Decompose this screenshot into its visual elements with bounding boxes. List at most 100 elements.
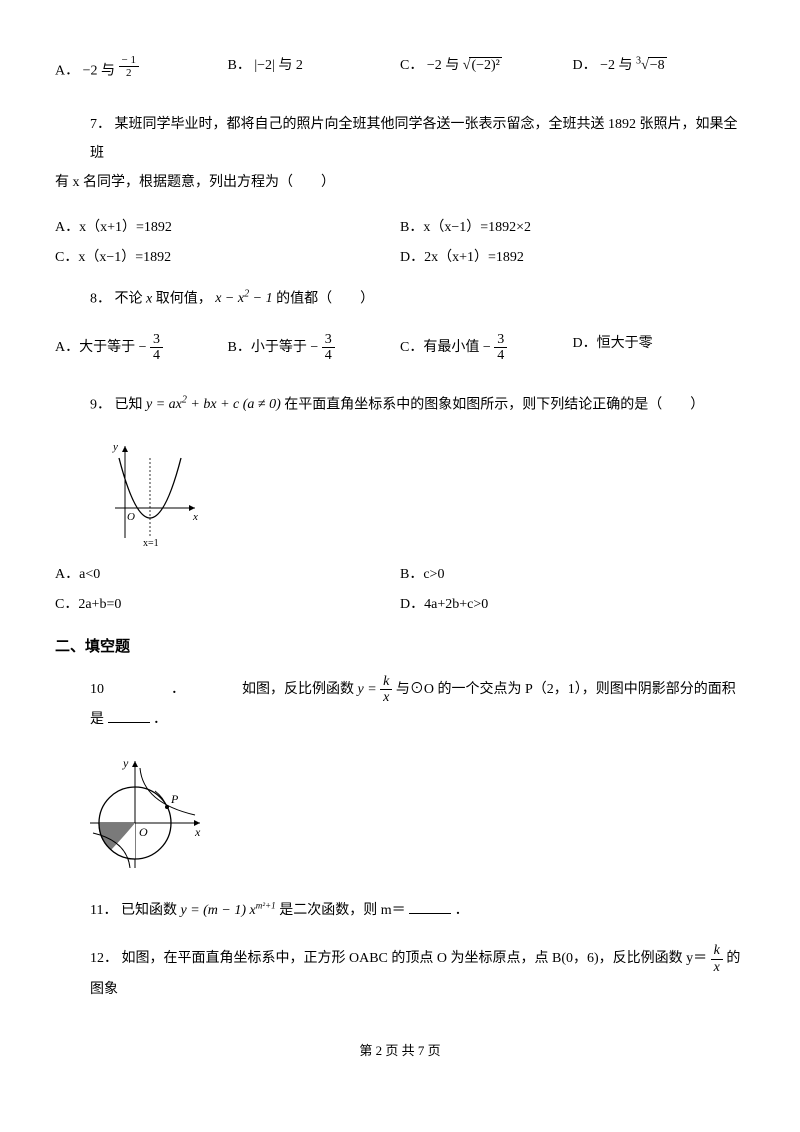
q11-post: ． [455,903,469,918]
q6-c-mid: 与 [445,58,459,73]
q11-stem: 11． 已知函数 y = (m − 1) xm²+1 是二次函数，则 m＝ ． [90,896,745,925]
q10-frac: kx [380,674,392,706]
q7-stem: 7． 某班同学毕业时，都将自己的照片向全班其他同学各送一张表示留念，全班共送 1… [90,110,745,198]
opt-label: A．大于等于 [55,340,135,355]
q7-opt-c: C．x（x−1）=1892 [55,246,400,266]
q6-a-exp: − 12 [119,64,139,79]
q8-expr: x − x2 − 1 [215,291,272,306]
q9-row1: A．a<0 B．c>0 [55,563,745,583]
q7-text1: 某班同学毕业时，都将自己的照片向全班其他同学各送一张表示留念，全班共送 1892… [90,117,738,161]
q6-d-pre: −2 [600,58,615,73]
q10-num: 10 [90,682,104,697]
q7-opt-b: B．x（x−1）=1892×2 [400,216,745,236]
q10-stem: 10 ． 如图，反比例函数 y = kx 与⊙O 的一个交点为 P（2，1），则… [90,674,745,735]
q6-opt-a: A． −2 与 − 12 [55,54,228,80]
q10-mid: 与⊙O 的一个交点为 P（2，1），则图中阴影部分的面积是 [90,682,736,728]
q9-post: 在平面直角坐标系中的图象如图所示，则下列结论正确的是（ ） [284,397,704,412]
origin-label: O [127,511,135,523]
q12-num: 12． [90,951,118,966]
q8-options: A．大于等于 − 34 B．小于等于 − 34 C．有最小值 − 34 D．恒大… [55,332,745,364]
opt-label: B． [228,58,251,73]
q6-opt-c: C． −2 与 √(−2)² [400,54,573,80]
page-footer: 第 2 页 共 7 页 [55,1040,745,1059]
x-axis-label: x [194,825,201,839]
q10-blank[interactable] [108,708,150,723]
q8-opt-a: A．大于等于 − 34 [55,332,228,364]
footer-mid: 页 共 [385,1043,418,1058]
vline-label: x=1 [143,538,159,548]
q7-row1: A．x（x+1）=1892 B．x（x−1）=1892×2 [55,216,745,236]
q6-b-expr: |−2| [254,58,275,73]
opt-label: C．有最小值 [400,340,479,355]
q9-opt-d: D．4a+2b+c>0 [400,593,745,613]
x-axis-label: x [192,511,198,523]
q10-eq-y: y = [358,682,377,697]
q8-mid: 取何值， [156,291,212,306]
q12-stem: 12． 如图，在平面直角坐标系中，正方形 OABC 的顶点 O 为坐标原点，点 … [90,943,745,1004]
q11-num: 11． [90,903,117,918]
q6-b-mid: 与 [278,58,292,73]
q6-c-sqrt: √(−2)² [463,58,502,73]
q8-a-frac: 34 [150,332,163,364]
footer-post: 页 [428,1043,441,1058]
q6-a-pre: −2 [83,64,98,79]
circle-graph-svg: P x y O [85,753,205,873]
parabola-graph-svg: x y O x=1 [105,438,200,548]
q8-c-frac: 34 [494,332,507,364]
q10-graph: P x y O [85,753,745,878]
q8-stem: 8． 不论 x 取何值， x − x2 − 1 的值都（ ） [90,284,745,314]
q9-row2: C．2a+b=0 D．4a+2b+c>0 [55,593,745,613]
opt-label: C． [400,58,423,73]
footer-page: 2 [376,1043,383,1058]
q10-dot: ． [171,682,185,697]
q6-c-pre: −2 [427,58,442,73]
opt-label: B．小于等于 [228,340,307,355]
footer-pre: 第 [359,1043,375,1058]
q6-b-post: 2 [296,58,303,73]
q11-mid: 是二次函数，则 m＝ [279,903,405,918]
opt-label: A． [55,64,79,79]
y-axis-label: y [112,441,118,453]
q8-opt-b: B．小于等于 − 34 [228,332,401,364]
exam-page: A． −2 与 − 12 B． |−2| 与 2 C． −2 与 √(−2)² … [0,0,800,1089]
q8-var: x [146,291,152,306]
footer-total: 7 [418,1043,425,1058]
q8-a-neg: − [139,340,147,355]
q12-frac: kx [711,943,723,975]
q7-row2: C．x（x−1）=1892 D．2x（x+1）=1892 [55,246,745,266]
q10-post: ． [153,712,167,727]
q8-b-frac: 34 [322,332,335,364]
q9-num: 9． [90,397,111,412]
q6-opt-d: D． −2 与 3√−8 [573,54,746,80]
q11-blank[interactable] [409,899,451,914]
q10-pre: 如图，反比例函数 [242,682,354,697]
q7-opt-d: D．2x（x+1）=1892 [400,246,745,266]
section-2-header: 二、填空题 [55,635,745,656]
origin-label: O [139,825,148,839]
q6-a-mid: 与 [101,64,115,79]
q11-pre: 已知函数 [121,903,177,918]
q8-post: 的值都（ ） [276,291,374,306]
q6-d-mid: 与 [619,58,633,73]
q11-eq: y = (m − 1) xm²+1 [180,903,275,918]
q8-opt-d: D．恒大于零 [573,332,746,364]
opt-label: D． [573,58,597,73]
q7-text2: 有 x 名同学，根据题意，列出方程为（ ） [55,175,335,190]
q6-options: A． −2 与 − 12 B． |−2| 与 2 C． −2 与 √(−2)² … [55,54,745,80]
q9-stem: 9． 已知 y = ax2 + bx + c (a ≠ 0) 在平面直角坐标系中… [90,390,745,420]
q9-eq: y = ax2 + bx + c (a ≠ 0) [146,397,281,412]
y-axis-label: y [122,756,129,770]
q9-opt-a: A．a<0 [55,563,400,583]
q6-opt-b: B． |−2| 与 2 [228,54,401,80]
q8-pre: 不论 [115,291,143,306]
q7-num: 7． [90,117,111,132]
q8-c-neg: − [483,340,491,355]
q8-num: 8． [90,291,111,306]
p-label: P [170,792,179,806]
q6-d-root: 3√−8 [636,58,667,73]
q12-pre: 如图，在平面直角坐标系中，正方形 OABC 的顶点 O 为坐标原点，点 B(0，… [122,951,708,966]
q9-graph: x y O x=1 [105,438,745,553]
q9-opt-b: B．c>0 [400,563,745,583]
q8-b-neg: − [310,340,318,355]
q9-pre: 已知 [115,397,143,412]
